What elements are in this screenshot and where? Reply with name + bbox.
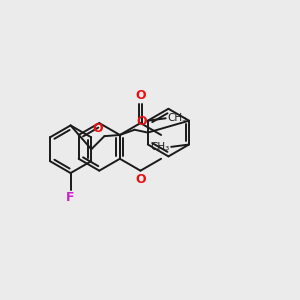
Text: O: O: [135, 89, 146, 102]
Text: CH₃: CH₃: [151, 142, 170, 152]
Text: CH₃: CH₃: [167, 113, 186, 123]
Text: F: F: [66, 191, 75, 204]
Text: O: O: [136, 116, 146, 128]
Text: O: O: [92, 122, 103, 135]
Text: O: O: [135, 173, 146, 186]
